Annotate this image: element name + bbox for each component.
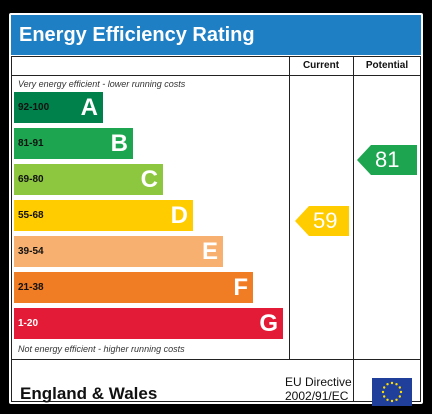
band-c: 69-80 C <box>14 164 163 195</box>
current-column-header: Current <box>302 60 340 71</box>
eu-flag-stars <box>381 381 403 403</box>
band-e: 39-54 E <box>14 236 223 267</box>
top-note: Very energy efficient - lower running co… <box>18 79 186 89</box>
band-a: 92-100 A <box>14 92 103 123</box>
flag-star <box>386 398 389 401</box>
potential-column-header: Potential <box>365 60 409 71</box>
band-range: 69-80 <box>18 174 44 185</box>
band-letter: C <box>140 166 158 193</box>
page-title: Energy Efficiency Rating <box>11 15 421 55</box>
eu-directive: EU Directive 2002/91/EC <box>285 375 352 403</box>
band-letter: A <box>80 94 98 121</box>
flag-star <box>398 395 401 398</box>
band-range: 39-54 <box>18 246 44 257</box>
band-g: 1-20 G <box>14 308 283 339</box>
band-range: 55-68 <box>18 210 44 221</box>
flag-star <box>395 398 398 401</box>
footer-separator <box>12 359 420 360</box>
band-letter: G <box>259 310 278 337</box>
flag-star <box>399 390 403 394</box>
band-f: 21-38 F <box>14 272 253 303</box>
flag-star <box>395 383 398 386</box>
region-label: England & Wales <box>20 384 158 403</box>
header-separator <box>12 75 420 76</box>
flag-star <box>386 383 389 386</box>
band-letter: F <box>233 274 248 301</box>
band-d: 55-68 D <box>14 200 193 231</box>
flag-star <box>390 381 394 385</box>
band-range: 21-38 <box>18 282 44 293</box>
band-letter: B <box>110 130 128 157</box>
flag-star <box>383 395 386 398</box>
column-divider <box>289 57 290 359</box>
band-b: 81-91 B <box>14 128 133 159</box>
directive-line2: 2002/91/EC <box>285 389 349 403</box>
band-range: 81-91 <box>18 138 44 149</box>
band-range: 92-100 <box>18 102 50 113</box>
flag-star <box>398 386 401 389</box>
bottom-note: Not energy efficient - higher running co… <box>18 344 185 354</box>
eu-flag-icon <box>372 378 412 406</box>
potential-rating-value: 81 <box>375 147 400 172</box>
band-letter: E <box>201 238 218 265</box>
flag-star <box>390 399 394 403</box>
rating-frame: Current Potential Very energy efficient … <box>11 56 421 406</box>
flag-star <box>381 390 385 394</box>
energy-rating-panel: Energy Efficiency Rating Current Potenti… <box>9 13 423 406</box>
column-divider <box>353 57 354 401</box>
potential-rating-arrow: 81 <box>357 145 417 175</box>
current-rating-arrow: 59 <box>295 206 349 236</box>
current-rating-value: 59 <box>313 208 338 233</box>
band-range: 1-20 <box>18 318 39 329</box>
directive-line1: EU Directive <box>285 375 352 389</box>
flag-star <box>383 386 386 389</box>
band-letter: D <box>170 202 188 229</box>
